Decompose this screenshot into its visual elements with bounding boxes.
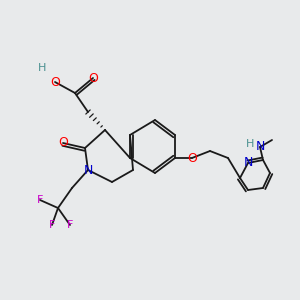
Text: F: F xyxy=(49,220,55,230)
Text: N: N xyxy=(243,157,253,169)
Text: O: O xyxy=(187,152,197,164)
Text: O: O xyxy=(50,76,60,88)
Text: F: F xyxy=(67,220,73,230)
Text: O: O xyxy=(88,71,98,85)
Text: F: F xyxy=(37,195,43,205)
Text: H: H xyxy=(38,63,46,73)
Text: N: N xyxy=(83,164,93,176)
Text: O: O xyxy=(58,136,68,149)
Text: H: H xyxy=(246,139,254,149)
Text: N: N xyxy=(255,140,265,154)
